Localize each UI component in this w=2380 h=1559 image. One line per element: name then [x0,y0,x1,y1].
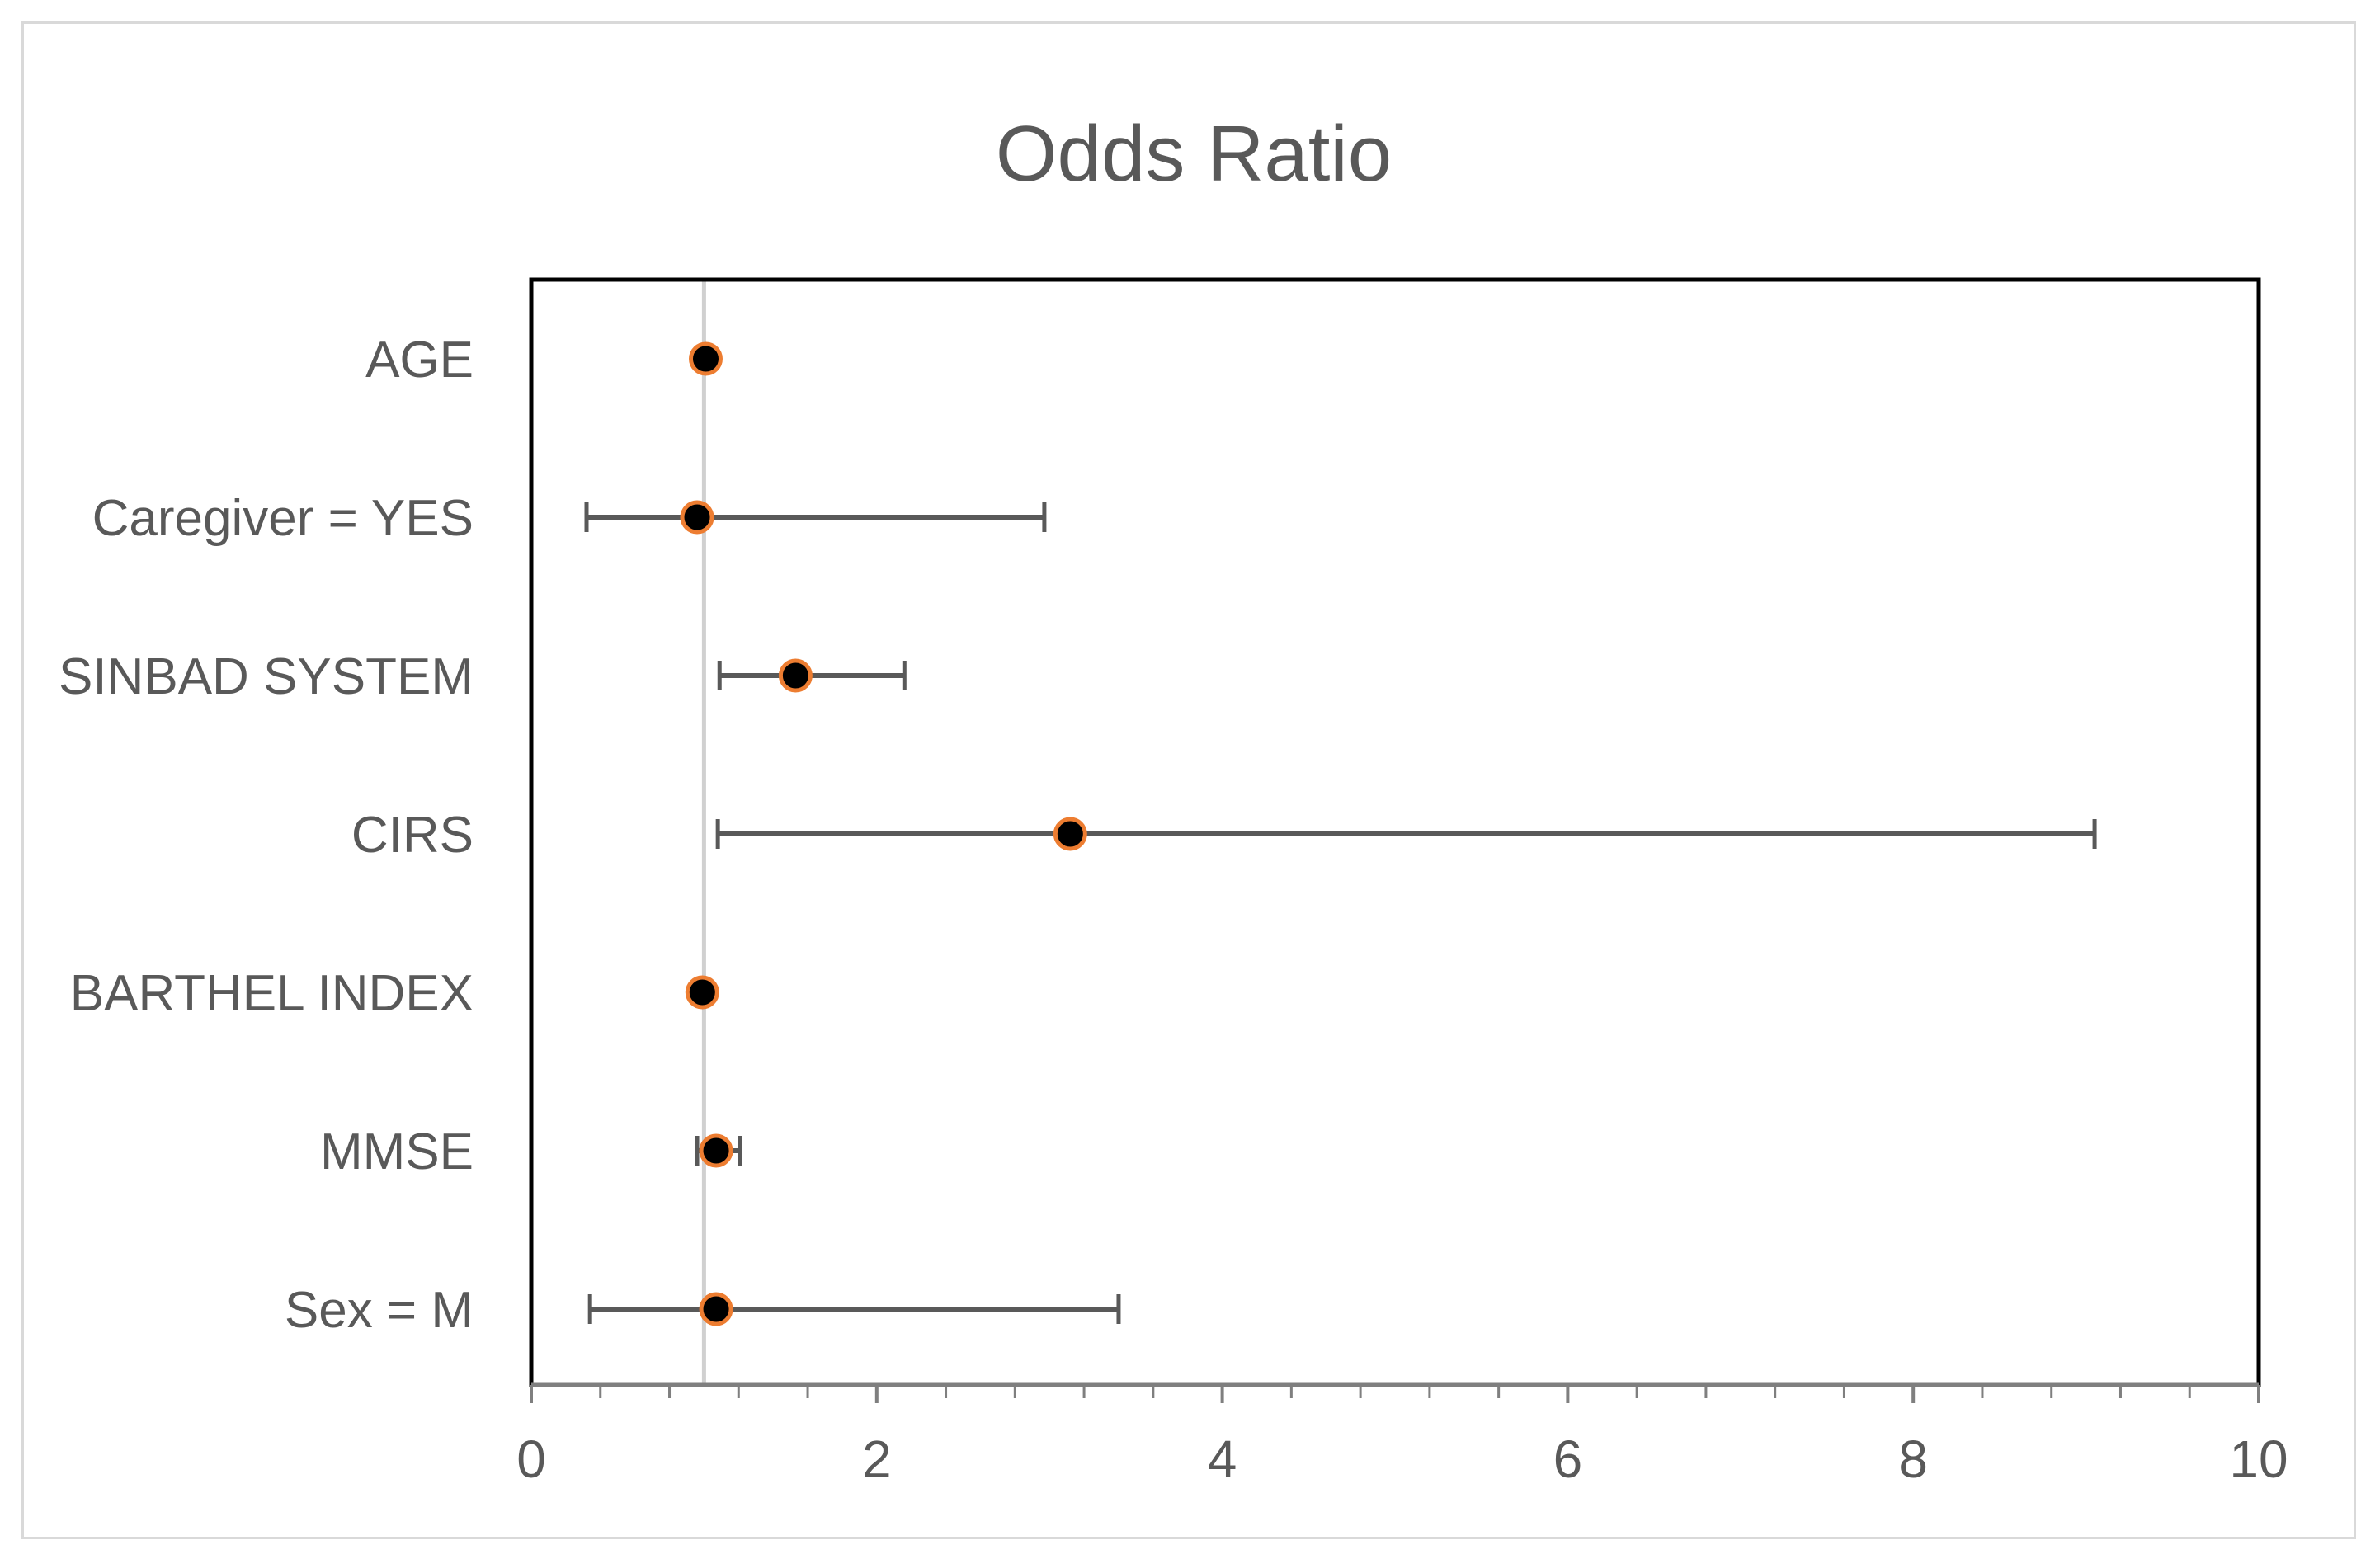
row-label: AGE [365,332,474,389]
odds-ratio-point [699,1292,733,1326]
x-tick-label: 4 [1208,1429,1237,1489]
chart-title: Odds Ratio [996,110,1392,198]
row-label: Caregiver = YES [92,490,474,547]
x-tick-label: 2 [862,1429,892,1489]
row-label: CIRS [351,807,474,864]
forest-plot: Odds Ratio 0 2 4 6 8 10 AGE Caregiver = YES SINB… [59,110,2288,1489]
row-label: SINBAD SYSTEM [59,648,474,705]
row-label: BARTHEL INDEX [70,965,474,1022]
x-tick-label: 10 [2229,1429,2288,1489]
odds-ratio-point [688,341,723,376]
odds-ratio-point [778,658,813,693]
odds-ratio-point [680,500,714,535]
odds-ratio-point [699,1133,733,1168]
x-tick-label: 0 [516,1429,546,1489]
odds-ratio-point [685,975,719,1010]
chart-frame: Odds Ratio 0 2 4 6 8 10 AGE Caregiver = YES SINB… [21,21,2356,1539]
x-tick-label: 8 [1898,1429,1928,1489]
row-label: Sex = M [285,1282,474,1339]
row-label: MMSE [320,1123,474,1180]
odds-ratio-point [1053,817,1087,851]
x-tick-label: 6 [1553,1429,1583,1489]
